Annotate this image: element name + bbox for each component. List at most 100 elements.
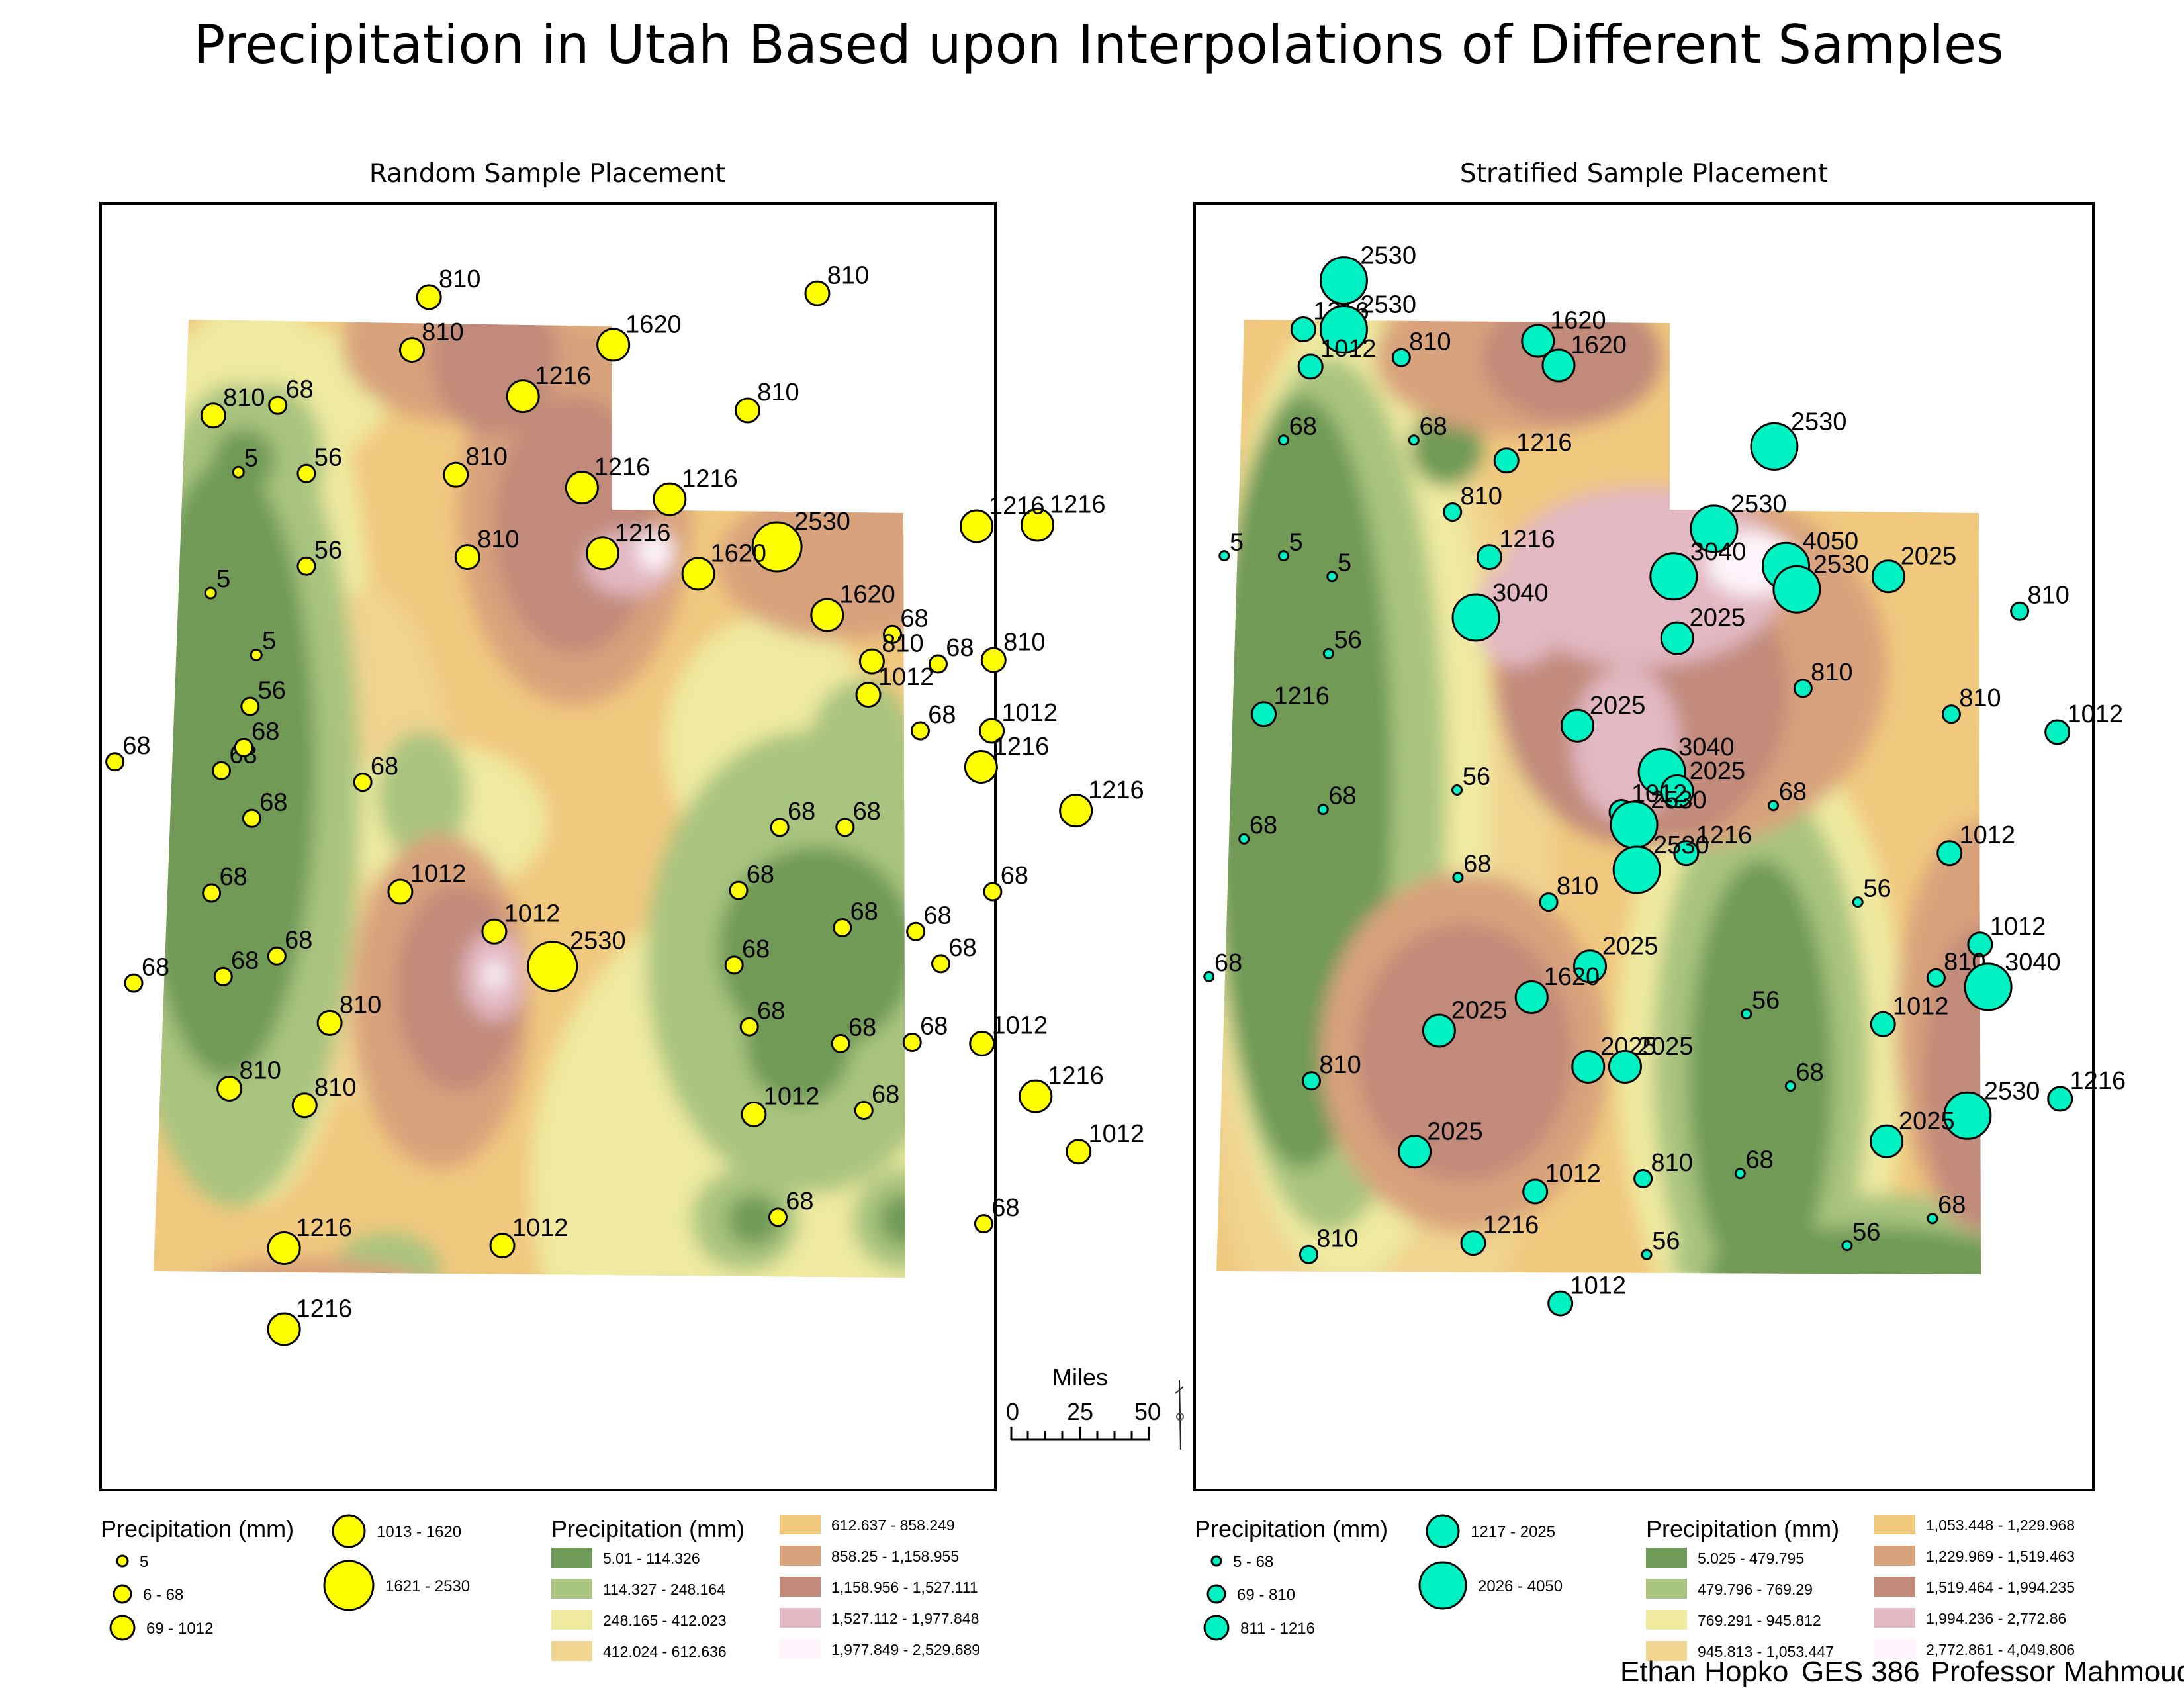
sample-label: 68 (900, 604, 928, 632)
sample-label: 4050 (1803, 528, 1859, 555)
sample-label: 68 (1328, 782, 1356, 810)
sample-point (1641, 1248, 1653, 1260)
sample-label: 1216 (296, 1295, 353, 1323)
sample-label: 1216 (1088, 776, 1144, 804)
sample-point (1943, 1091, 1992, 1140)
sample-label: 1216 (1483, 1211, 1539, 1239)
legend-class-label: 1,977.849 - 2,529.689 (831, 1641, 980, 1658)
sample-label: 1012 (410, 860, 467, 888)
legend-class-label: 479.796 - 769.29 (1698, 1581, 1813, 1598)
sample-point (1493, 447, 1520, 474)
sample-point (1277, 434, 1289, 446)
sample-label: 68 (1001, 862, 1028, 890)
sample-point (770, 818, 790, 837)
sample-label: 1012 (1089, 1120, 1145, 1148)
sample-label: 5 (1230, 528, 1244, 556)
sample-point (1734, 1168, 1746, 1180)
sample-label: 1620 (625, 310, 682, 338)
sample-label: 68 (872, 1081, 899, 1109)
legend-symbol (1203, 1615, 1230, 1641)
sample-point (267, 1312, 301, 1346)
sample-label: 810 (1959, 684, 2001, 712)
legend-class-swatch (1874, 1515, 1915, 1534)
sample-label: 2025 (1602, 932, 1659, 960)
sample-label: 2530 (1651, 786, 1707, 814)
sample-label: 1216 (2070, 1067, 2126, 1095)
sample-label: 68 (231, 947, 259, 975)
sample-point (1561, 708, 1595, 743)
legend-class-label: 5.025 - 479.795 (1698, 1550, 1804, 1567)
sample-label: 68 (853, 798, 881, 825)
stratified-map-subtitle: Stratified Sample Placement (1460, 159, 1828, 189)
legend-symbol (113, 1584, 132, 1604)
sample-label: 68 (928, 701, 956, 729)
sample-label: 810 (827, 261, 869, 289)
sample-point (250, 648, 263, 661)
sample-point (268, 395, 288, 415)
sample-point (854, 1101, 874, 1121)
sample-label: 68 (1938, 1192, 1966, 1219)
legend-symbol (109, 1615, 136, 1641)
sample-point (596, 328, 631, 362)
legend-symbol-label: 6 - 68 (143, 1586, 183, 1604)
legend-class-swatch (780, 1546, 821, 1566)
sample-label: 1216 (1499, 526, 1555, 553)
legend-class-swatch (780, 1639, 821, 1659)
legend-class-label: 1,519.464 - 1,994.235 (1926, 1579, 2075, 1596)
sample-label: 1012 (2067, 700, 2123, 728)
sample-label: 5 (216, 565, 230, 593)
sample-label: 1012 (504, 900, 561, 928)
sample-point (1238, 833, 1250, 845)
sample-label: 810 (439, 265, 480, 293)
random-southeast-core-2-zone (745, 975, 852, 1104)
sample-label: 1620 (1550, 307, 1606, 335)
random-legend: Precipitation (mm) 5 6 - 68 69 - 1012 1013 -… (101, 1514, 980, 1661)
sample-point (1673, 840, 1700, 867)
sample-label: 1012 (1570, 1272, 1627, 1299)
sample-label: 2025 (1590, 692, 1646, 720)
legend-symbol-label: 811 - 1216 (1240, 1620, 1315, 1638)
random-map-frame (99, 202, 997, 1491)
sample-point (1612, 845, 1661, 894)
legend-symbol (1418, 1561, 1467, 1610)
sample-point (267, 1231, 301, 1266)
sample-point (1298, 1244, 1318, 1264)
sample-point (1422, 1013, 1456, 1048)
sample-point (910, 721, 930, 741)
scale-tick-0: 0 (1006, 1398, 1019, 1425)
sample-point (2047, 1086, 2073, 1112)
random-south-green-2-zone (852, 1168, 905, 1272)
sample-point (1547, 1290, 1574, 1317)
sample-label: 1216 (989, 492, 1045, 520)
sample-label: 810 (2027, 581, 2069, 609)
sample-point (1319, 305, 1368, 354)
sample-label: 1620 (1544, 963, 1600, 991)
sample-label: 68 (850, 898, 878, 926)
sample-label: 2530 (794, 508, 850, 536)
sample-point (1967, 931, 1993, 958)
sample-label: 1012 (1893, 992, 1949, 1020)
sample-label: 810 (239, 1057, 281, 1085)
sample-label: 2025 (1690, 604, 1746, 632)
sample-point (902, 1032, 922, 1052)
sample-label: 68 (1746, 1147, 1774, 1174)
sample-label: 810 (1557, 872, 1598, 900)
sample-label: 56 (1752, 987, 1780, 1015)
random-map-subtitle: Random Sample Placement (369, 159, 725, 189)
sample-point (1741, 1008, 1752, 1020)
sample-point (353, 773, 373, 792)
sample-point (1633, 1169, 1653, 1189)
sample-label: 5 (1289, 528, 1303, 556)
sample-point (653, 482, 687, 516)
page-title: Precipitation in Utah Based upon Interpo… (193, 14, 2004, 75)
legend-class-label: 1,158.956 - 1,527.111 (831, 1579, 978, 1596)
legend-symbol-label: 1621 - 2530 (385, 1577, 470, 1595)
sample-point (527, 941, 578, 992)
sample-label: 68 (991, 1194, 1019, 1222)
sample-label: 1216 (682, 465, 738, 493)
sample-label: 2025 (1451, 997, 1508, 1025)
sample-point (1218, 550, 1230, 562)
sample-point (1302, 1071, 1322, 1091)
sample-point (980, 647, 1007, 673)
